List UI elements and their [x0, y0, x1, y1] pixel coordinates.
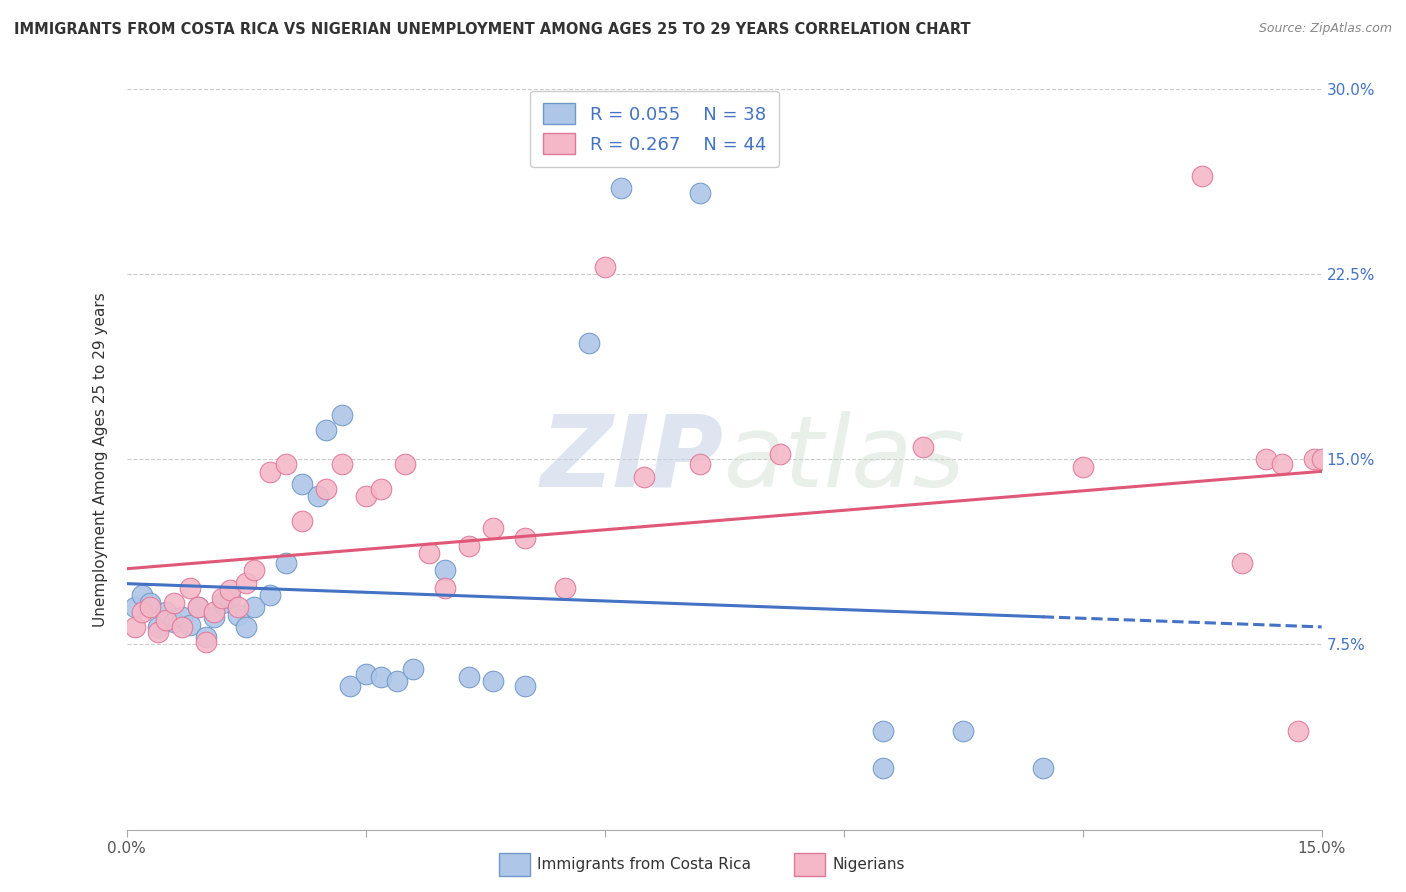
- Point: [633, 469, 655, 483]
- Point: [291, 477, 314, 491]
- Point: [689, 186, 711, 200]
- Point: [219, 583, 242, 598]
- Point: [315, 482, 337, 496]
- Point: [243, 600, 266, 615]
- Point: [274, 458, 297, 472]
- Point: [179, 617, 201, 632]
- Point: [1191, 169, 1213, 183]
- Point: [179, 581, 201, 595]
- Text: atlas: atlas: [724, 411, 966, 508]
- Point: [202, 606, 225, 620]
- Point: [235, 575, 257, 590]
- Text: Nigerians: Nigerians: [832, 857, 905, 871]
- Point: [769, 447, 792, 461]
- Point: [387, 674, 409, 689]
- Point: [394, 458, 416, 472]
- Point: [139, 595, 162, 609]
- Point: [195, 630, 218, 644]
- Point: [124, 600, 146, 615]
- Point: [354, 667, 377, 681]
- Point: [872, 723, 894, 738]
- Point: [211, 595, 233, 609]
- Point: [291, 514, 314, 528]
- Text: IMMIGRANTS FROM COSTA RICA VS NIGERIAN UNEMPLOYMENT AMONG AGES 25 TO 29 YEARS CO: IMMIGRANTS FROM COSTA RICA VS NIGERIAN U…: [14, 22, 970, 37]
- Point: [163, 615, 186, 630]
- Point: [418, 546, 440, 560]
- Point: [330, 408, 353, 422]
- Point: [187, 600, 209, 615]
- Point: [458, 539, 481, 553]
- Point: [124, 620, 146, 634]
- Point: [219, 591, 242, 605]
- Point: [434, 564, 457, 578]
- Point: [370, 669, 392, 683]
- Point: [554, 581, 576, 595]
- Point: [513, 680, 536, 694]
- Point: [689, 458, 711, 472]
- Point: [187, 600, 209, 615]
- Legend: R = 0.055    N = 38, R = 0.267    N = 44: R = 0.055 N = 38, R = 0.267 N = 44: [530, 91, 779, 167]
- Point: [155, 606, 177, 620]
- Point: [1286, 723, 1309, 738]
- Point: [330, 458, 353, 472]
- Point: [139, 600, 162, 615]
- Point: [235, 620, 257, 634]
- Point: [195, 635, 218, 649]
- Point: [172, 620, 194, 634]
- Point: [148, 625, 170, 640]
- Point: [226, 600, 249, 615]
- Point: [211, 591, 233, 605]
- Point: [274, 556, 297, 570]
- Point: [1230, 556, 1253, 570]
- Point: [609, 181, 631, 195]
- Point: [513, 532, 536, 546]
- Point: [1271, 458, 1294, 472]
- Point: [1032, 761, 1054, 775]
- Point: [259, 465, 281, 479]
- Point: [482, 521, 505, 535]
- Point: [131, 606, 153, 620]
- Point: [593, 260, 616, 274]
- Point: [912, 440, 935, 454]
- Point: [1326, 723, 1348, 738]
- Point: [402, 662, 425, 676]
- Point: [148, 620, 170, 634]
- Point: [131, 588, 153, 602]
- Point: [307, 489, 329, 503]
- Text: ZIP: ZIP: [541, 411, 724, 508]
- Text: Immigrants from Costa Rica: Immigrants from Costa Rica: [537, 857, 751, 871]
- Point: [226, 607, 249, 622]
- Point: [434, 581, 457, 595]
- Point: [1310, 452, 1333, 467]
- Y-axis label: Unemployment Among Ages 25 to 29 years: Unemployment Among Ages 25 to 29 years: [93, 292, 108, 627]
- Point: [339, 680, 361, 694]
- Text: Source: ZipAtlas.com: Source: ZipAtlas.com: [1258, 22, 1392, 36]
- Point: [354, 489, 377, 503]
- Point: [482, 674, 505, 689]
- Point: [578, 336, 600, 351]
- Point: [155, 613, 177, 627]
- Point: [1302, 452, 1324, 467]
- Point: [259, 588, 281, 602]
- Point: [172, 610, 194, 624]
- Point: [1071, 459, 1094, 474]
- Point: [872, 761, 894, 775]
- Point: [243, 564, 266, 578]
- Point: [202, 610, 225, 624]
- Point: [1254, 452, 1277, 467]
- Point: [952, 723, 974, 738]
- Point: [458, 669, 481, 683]
- Point: [370, 482, 392, 496]
- Point: [163, 595, 186, 609]
- Point: [315, 423, 337, 437]
